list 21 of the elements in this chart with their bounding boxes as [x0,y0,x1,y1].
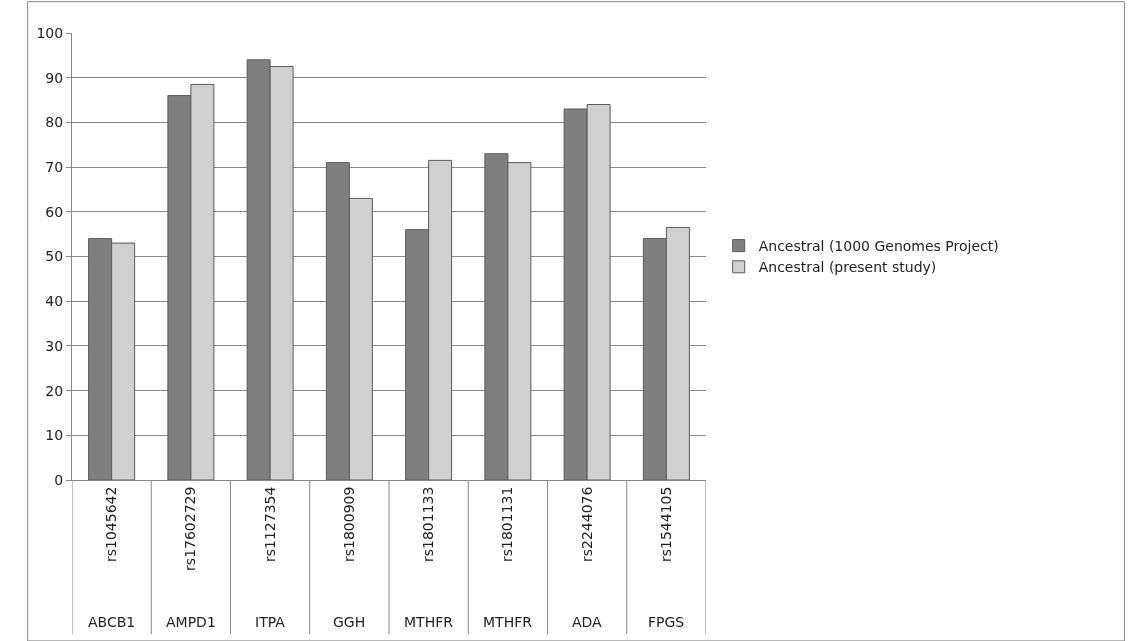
y-tick-label: 40 [45,293,64,310]
category-label: rs1801133 MTHFR [404,486,453,630]
category-label: rs1045642 ABCB1 [88,486,136,630]
y-tick-label: 90 [45,69,64,86]
y-tick-label: 30 [45,337,64,354]
legend-label: Ancestral (present study) [758,259,937,276]
legend-label: Ancestral (1000 Genomes Project) [758,238,999,255]
category-label: rs2244076 ADA [572,486,602,630]
y-tick-label: 50 [45,248,64,265]
category-label: rs1800909 GGH [333,486,366,630]
category-label: rs1544105 FPGS [648,486,685,630]
y-tick-label: 20 [45,382,64,399]
y-tick-label: 60 [45,203,64,220]
category-label: rs1127354 ITPA [255,486,285,630]
y-tick-label: 70 [45,159,64,175]
category-label: rs1801131 MTHFR [483,486,532,630]
y-tick-label: 10 [45,427,64,444]
y-tick-label: 100 [36,24,64,41]
y-tick-label: 80 [45,114,64,131]
category-label: rs17602729 AMPD1 [166,486,216,630]
y-tick-label: 0 [54,471,64,488]
